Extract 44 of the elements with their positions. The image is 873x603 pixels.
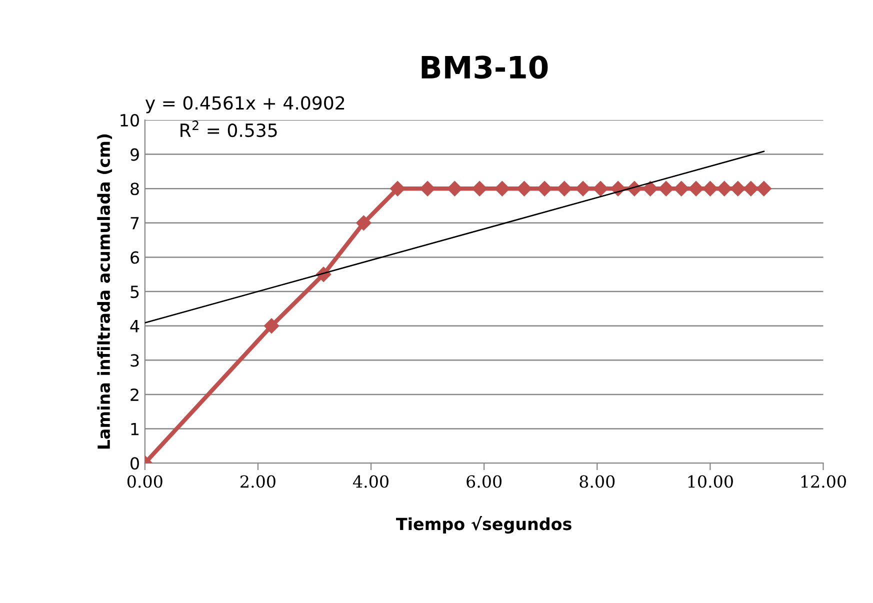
y-tick-label: 6 [130,251,140,264]
point [494,181,510,196]
point [658,181,674,196]
y-tick-label: 4 [130,320,140,332]
point [472,181,488,196]
point [702,181,718,196]
point [447,181,462,196]
point [688,181,704,196]
y-axis-title: Lamina infiltrada acumulada (cm) [97,134,112,449]
annotation: R$^{2}$ = 0.535 [180,120,277,138]
point [592,181,608,196]
y-tick-label: 7 [130,217,139,230]
point [556,181,572,196]
x-tick-label: 8.00 [580,475,615,488]
point [264,318,280,334]
x-tick-label: 4.00 [352,475,388,488]
point [356,215,372,230]
y-tick-label: 10 [120,114,139,127]
x-tick-label: 12.00 [801,475,846,488]
text: y = 0.4561x + 4.0902 [145,96,344,114]
point [743,181,758,196]
y-tick-label: 9 [130,148,139,161]
y-tick-label: 1 [131,422,139,436]
point [420,181,436,196]
point [390,181,406,196]
point [730,181,746,196]
y-tick-label: 5 [130,286,139,298]
x-tick-label: 2.00 [240,475,276,488]
point [516,181,532,196]
point [674,181,689,196]
y-tick-label: 2 [130,388,138,401]
point [575,181,591,196]
y-tick-label: 3 [130,354,139,367]
x-tick-label: 6.00 [466,475,502,488]
x-tick-label: 0.00 [127,475,162,488]
chart-title: BM3-10 [422,56,548,79]
point [716,181,732,196]
point [756,181,772,196]
y-tick-label: 0 [130,457,139,470]
x-axis-title: Tiempo √segundos [396,516,572,534]
point [642,181,658,196]
point [536,181,552,196]
y-tick-label: 8 [130,182,139,196]
x-tick-label: 10.00 [688,475,733,488]
